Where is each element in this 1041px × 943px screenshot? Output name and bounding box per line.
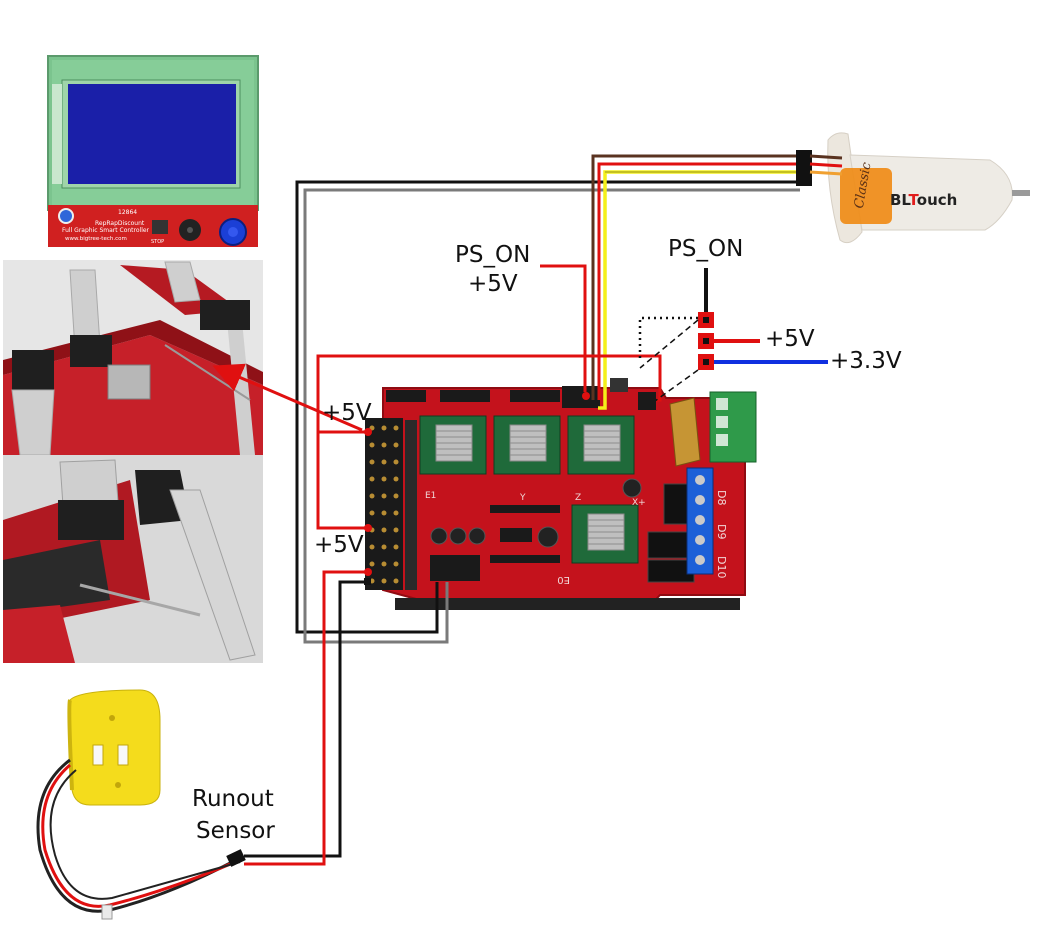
bltouch-brand-t: T <box>909 191 920 209</box>
wire-bltouch-signal <box>591 150 843 410</box>
ramps-board: X+ D8 D9 D10 E0 E1 Y Z <box>365 378 757 610</box>
lcd-screen <box>68 84 236 184</box>
runout-sensor <box>36 689 246 920</box>
wire-runout <box>244 568 372 866</box>
label-ps-on-right: PS_ON <box>668 236 744 262</box>
wire-bltouch-black <box>295 180 800 634</box>
silk-y: Y <box>519 493 526 503</box>
lcd-url: www.bigtree-tech.com <box>65 236 127 242</box>
label-ps-on-left-5v: +5V <box>468 271 518 297</box>
label-5v-right: +5V <box>765 326 815 352</box>
bltouch-brand-suffix: ouch <box>917 191 958 209</box>
silk-e0: E0 <box>557 574 570 585</box>
label-3v3-right: +3.3V <box>830 348 902 374</box>
wire-ps-on-left <box>540 264 590 400</box>
connector-photo-top <box>3 260 263 456</box>
silk-d8: D8 <box>715 490 728 505</box>
stepper-driver-x <box>419 415 487 475</box>
reset-icon <box>58 208 74 224</box>
label-runout-2: Sensor <box>196 818 275 844</box>
lcd-controller: 12864 RepRapDiscount Full Graphic Smart … <box>47 55 259 247</box>
bltouch-brand-prefix: BL <box>890 191 911 209</box>
stepper-driver-z <box>567 415 635 475</box>
stepper-driver-y <box>493 415 561 475</box>
label-runout-1: Runout <box>192 786 274 812</box>
pointer-arrow <box>212 363 363 432</box>
label-5v-left-bottom: +5V <box>314 532 364 558</box>
wire-bltouch-gray <box>303 188 800 644</box>
label-ps-on-left: PS_ON <box>455 242 531 268</box>
silk-x: X+ <box>632 498 646 508</box>
bltouch-probe: Classic BLTouch <box>827 132 1030 244</box>
jumper-selector <box>638 268 828 410</box>
silk-d10: D10 <box>715 556 728 578</box>
lcd-title-1: RepRapDiscount <box>95 220 145 227</box>
silk-d9: D9 <box>715 524 728 539</box>
label-5v-left-top: +5V <box>322 400 372 426</box>
silk-z: Z <box>575 493 581 503</box>
svg-text:BLTouch: BLTouch <box>890 191 957 209</box>
stop-button-icon <box>152 220 168 234</box>
lcd-model-text: 12864 <box>118 209 137 216</box>
stepper-driver-e0 <box>571 504 639 564</box>
lcd-stop: STOP <box>151 239 164 245</box>
silk-e1: E1 <box>425 491 436 501</box>
lcd-title-2: Full Graphic Smart Controller <box>62 227 150 234</box>
connector-photo-bottom <box>3 455 263 663</box>
